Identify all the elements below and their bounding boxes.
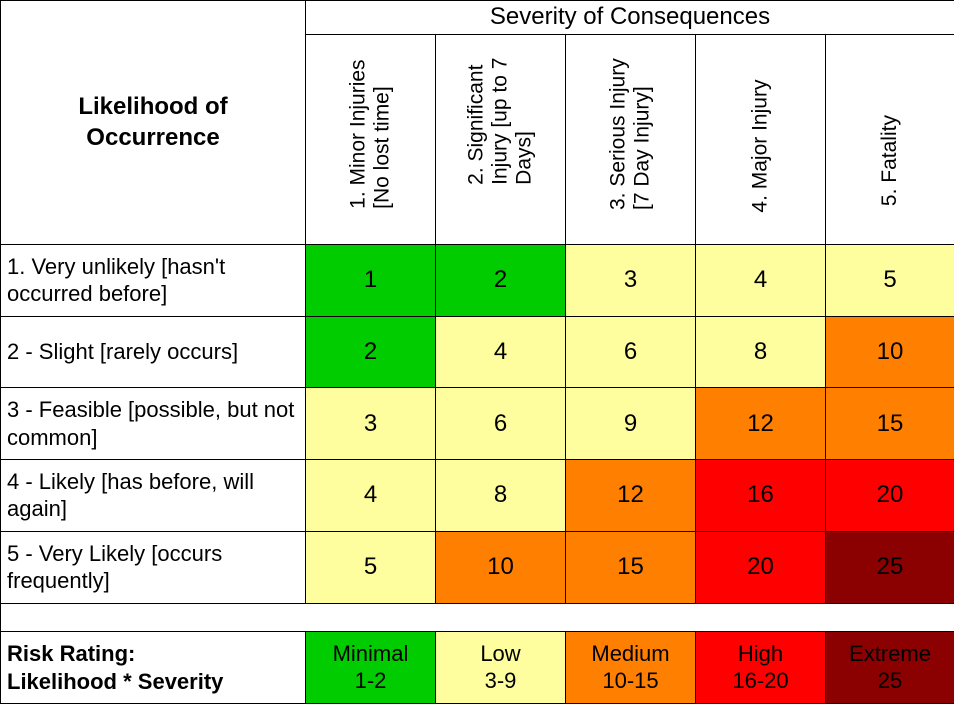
matrix-row: 1. Very unlikely [hasn't occurred before… — [1, 244, 954, 316]
legend-high: High16-20 — [696, 632, 826, 704]
matrix-cell: 25 — [826, 531, 954, 603]
likelihood-title-line2: Occurrence — [86, 124, 219, 151]
severity-header: Severity of Consequences — [306, 1, 954, 35]
matrix-row: 3 - Feasible [possible, but not common]3… — [1, 388, 954, 460]
matrix-row: 2 - Slight [rarely occurs]246810 — [1, 316, 954, 388]
likelihood-row-label: 3 - Feasible [possible, but not common] — [1, 388, 306, 460]
matrix-cell: 4 — [696, 244, 826, 316]
severity-col-5: 5. Fatality — [826, 34, 954, 244]
matrix-cell: 8 — [436, 460, 566, 532]
risk-matrix-table: Likelihood of Occurrence Severity of Con… — [0, 0, 954, 704]
matrix-cell: 8 — [696, 316, 826, 388]
matrix-row: 4 - Likely [has before, will again]48121… — [1, 460, 954, 532]
legend-label: Risk Rating: Likelihood * Severity — [1, 632, 306, 704]
matrix-cell: 5 — [306, 531, 436, 603]
matrix-cell: 9 — [566, 388, 696, 460]
severity-col-2: 2. SignificantInjury [up to 7Days] — [436, 34, 566, 244]
matrix-cell: 12 — [696, 388, 826, 460]
severity-col-4: 4. Major Injury — [696, 34, 826, 244]
legend-row: Risk Rating: Likelihood * Severity Minim… — [1, 632, 954, 704]
likelihood-row-label: 5 - Very Likely [occurs frequently] — [1, 531, 306, 603]
matrix-cell: 3 — [306, 388, 436, 460]
likelihood-header: Likelihood of Occurrence — [1, 1, 306, 245]
matrix-cell: 3 — [566, 244, 696, 316]
severity-col-3: 3. Serious Injury[7 Day Injury] — [566, 34, 696, 244]
matrix-cell: 10 — [826, 316, 954, 388]
severity-col-1: 1. Minor Injuries[No lost time] — [306, 34, 436, 244]
matrix-cell: 10 — [436, 531, 566, 603]
spacer-row — [1, 603, 954, 632]
matrix-cell: 12 — [566, 460, 696, 532]
matrix-cell: 1 — [306, 244, 436, 316]
legend-minimal: Minimal1-2 — [306, 632, 436, 704]
matrix-cell: 15 — [566, 531, 696, 603]
matrix-cell: 5 — [826, 244, 954, 316]
matrix-cell: 15 — [826, 388, 954, 460]
legend-extreme: Extreme25 — [826, 632, 954, 704]
matrix-cell: 20 — [696, 531, 826, 603]
likelihood-row-label: 1. Very unlikely [hasn't occurred before… — [1, 244, 306, 316]
matrix-cell: 2 — [306, 316, 436, 388]
likelihood-row-label: 2 - Slight [rarely occurs] — [1, 316, 306, 388]
matrix-cell: 4 — [306, 460, 436, 532]
legend-medium: Medium10-15 — [566, 632, 696, 704]
legend-low: Low3-9 — [436, 632, 566, 704]
matrix-cell: 2 — [436, 244, 566, 316]
matrix-row: 5 - Very Likely [occurs frequently]51015… — [1, 531, 954, 603]
matrix-cell: 6 — [566, 316, 696, 388]
matrix-cell: 6 — [436, 388, 566, 460]
likelihood-row-label: 4 - Likely [has before, will again] — [1, 460, 306, 532]
matrix-cell: 16 — [696, 460, 826, 532]
likelihood-title-line1: Likelihood of — [78, 93, 227, 120]
matrix-cell: 20 — [826, 460, 954, 532]
matrix-cell: 4 — [436, 316, 566, 388]
